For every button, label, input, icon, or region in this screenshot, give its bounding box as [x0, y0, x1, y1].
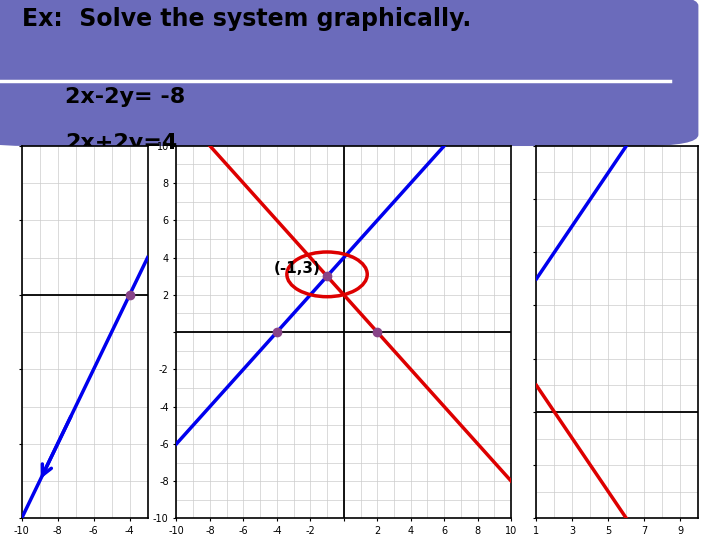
FancyBboxPatch shape	[0, 0, 698, 146]
Text: 2x-2y= -8: 2x-2y= -8	[65, 87, 185, 107]
Text: (-1,3): (-1,3)	[274, 261, 320, 276]
Text: Ex:  Solve the system graphically.: Ex: Solve the system graphically.	[22, 7, 471, 31]
Text: 2x+2y=4: 2x+2y=4	[65, 133, 177, 153]
